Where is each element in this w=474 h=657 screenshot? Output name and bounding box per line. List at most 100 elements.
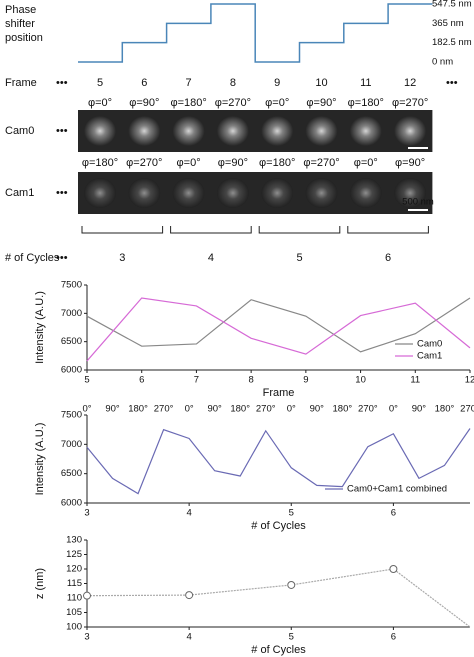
y-axis-label: Intensity (A.U.) — [34, 291, 46, 364]
phase-label: 0° — [82, 404, 91, 415]
y-tick-label: 6000 — [61, 365, 82, 376]
series-line — [86, 297, 471, 362]
spot — [305, 178, 338, 208]
bracket — [258, 226, 341, 234]
x-tick-label: 4 — [186, 508, 191, 519]
phase-label: 270° — [460, 404, 474, 415]
y-tick-label: 100 — [66, 622, 82, 633]
phase-label: φ=0° — [354, 157, 378, 169]
phase-label: 0° — [185, 404, 194, 415]
series-line — [86, 297, 471, 353]
y-tick-label: 7000 — [61, 308, 82, 319]
x-tick-label: 3 — [84, 508, 89, 519]
x-tick-label: 12 — [465, 375, 474, 386]
phase-label: 180° — [230, 404, 250, 415]
schematic-title: shifter — [5, 18, 35, 30]
legend-label: Cam0 — [417, 339, 442, 350]
phase-label: 0° — [389, 404, 398, 415]
x-tick-label: 11 — [410, 375, 420, 386]
schematic-title: Phase — [5, 4, 36, 16]
y-axis-label: Intensity (A.U.) — [34, 423, 46, 496]
x-tick-label: 10 — [355, 375, 366, 386]
camera-label: Cam1 — [5, 187, 34, 199]
phase-label: 270° — [154, 404, 174, 415]
spot — [349, 116, 382, 146]
marker — [389, 565, 398, 573]
cycles-label: # of Cycles — [5, 252, 60, 264]
spot — [394, 178, 427, 208]
spot — [84, 116, 116, 146]
phase-label: 90° — [310, 404, 325, 415]
phase-label: φ=180° — [170, 97, 206, 109]
cycle-number: 6 — [385, 252, 391, 264]
schematic-title: position — [5, 32, 43, 44]
phase-label: φ=270° — [126, 157, 162, 169]
y-tick-label: 130 — [66, 535, 82, 546]
x-tick-label: 6 — [139, 375, 144, 386]
frame-number: 7 — [186, 77, 192, 89]
spot — [172, 178, 205, 208]
phase-label: φ=270° — [392, 97, 428, 109]
marker — [185, 591, 194, 600]
y-tick-label: 115 — [67, 578, 82, 589]
phase-label: φ=90° — [129, 97, 159, 109]
ellipsis: ••• — [56, 252, 68, 264]
camera-label: Cam0 — [5, 125, 34, 137]
phase-label: 90° — [105, 404, 120, 415]
legend-label: Cam0+Cam1 combined — [347, 484, 447, 495]
x-tick-label: 5 — [84, 375, 89, 386]
y-tick-label: 7000 — [61, 439, 82, 450]
phase-label: φ=90° — [306, 97, 336, 109]
cycle-number: 3 — [119, 252, 125, 264]
bracket — [81, 226, 164, 234]
y-tick-label: 110 — [67, 593, 82, 604]
y-tick-label: 125 — [66, 549, 82, 560]
frame-number: 9 — [274, 77, 280, 89]
phase-label: 180° — [435, 404, 455, 415]
spot — [172, 116, 205, 146]
x-tick-label: 5 — [289, 632, 294, 643]
spot — [261, 178, 294, 208]
x-tick-label: 6 — [391, 632, 396, 643]
frame-number: 11 — [360, 77, 371, 89]
phase-label: φ=0° — [88, 97, 112, 109]
y-tick-label: 7500 — [61, 410, 82, 421]
y-tick-label: 6500 — [61, 468, 82, 479]
phase-label: 0° — [287, 404, 296, 415]
phase-label: φ=90° — [395, 157, 425, 169]
phase-label: 270° — [358, 404, 378, 415]
bracket — [170, 226, 252, 234]
x-tick-label: 3 — [84, 632, 89, 643]
level-label: 0 nm — [432, 57, 453, 68]
x-tick-label: 6 — [391, 508, 396, 519]
ellipsis: ••• — [56, 77, 68, 89]
frame-number: 12 — [404, 77, 416, 89]
spot — [216, 116, 249, 146]
frame-number: 5 — [97, 77, 103, 89]
y-tick-label: 7500 — [61, 280, 82, 291]
spot — [216, 178, 249, 208]
x-tick-label: 4 — [186, 632, 191, 643]
x-axis-label: Frame — [263, 387, 295, 399]
x-tick-label: 8 — [248, 375, 253, 386]
axes — [86, 285, 470, 371]
spot — [128, 116, 161, 146]
ellipsis: ••• — [56, 187, 68, 199]
phase-label: φ=180° — [348, 97, 384, 109]
scale-bar-label: 500 nm — [402, 197, 434, 208]
spot — [261, 116, 294, 146]
phase-label: 90° — [207, 404, 222, 415]
series-line — [86, 568, 471, 628]
phase-label: 270° — [256, 404, 276, 415]
spot — [394, 116, 427, 146]
phase-label: φ=270° — [303, 157, 339, 169]
series-line — [86, 428, 471, 495]
legend-label: Cam1 — [417, 351, 442, 362]
phase-label: φ=0° — [265, 97, 289, 109]
cycle-number: 4 — [208, 252, 214, 264]
level-label: 182.5 nm — [432, 37, 472, 48]
x-tick-label: 5 — [289, 508, 294, 519]
axes — [86, 540, 470, 628]
level-label: 547.5 nm — [432, 0, 472, 10]
